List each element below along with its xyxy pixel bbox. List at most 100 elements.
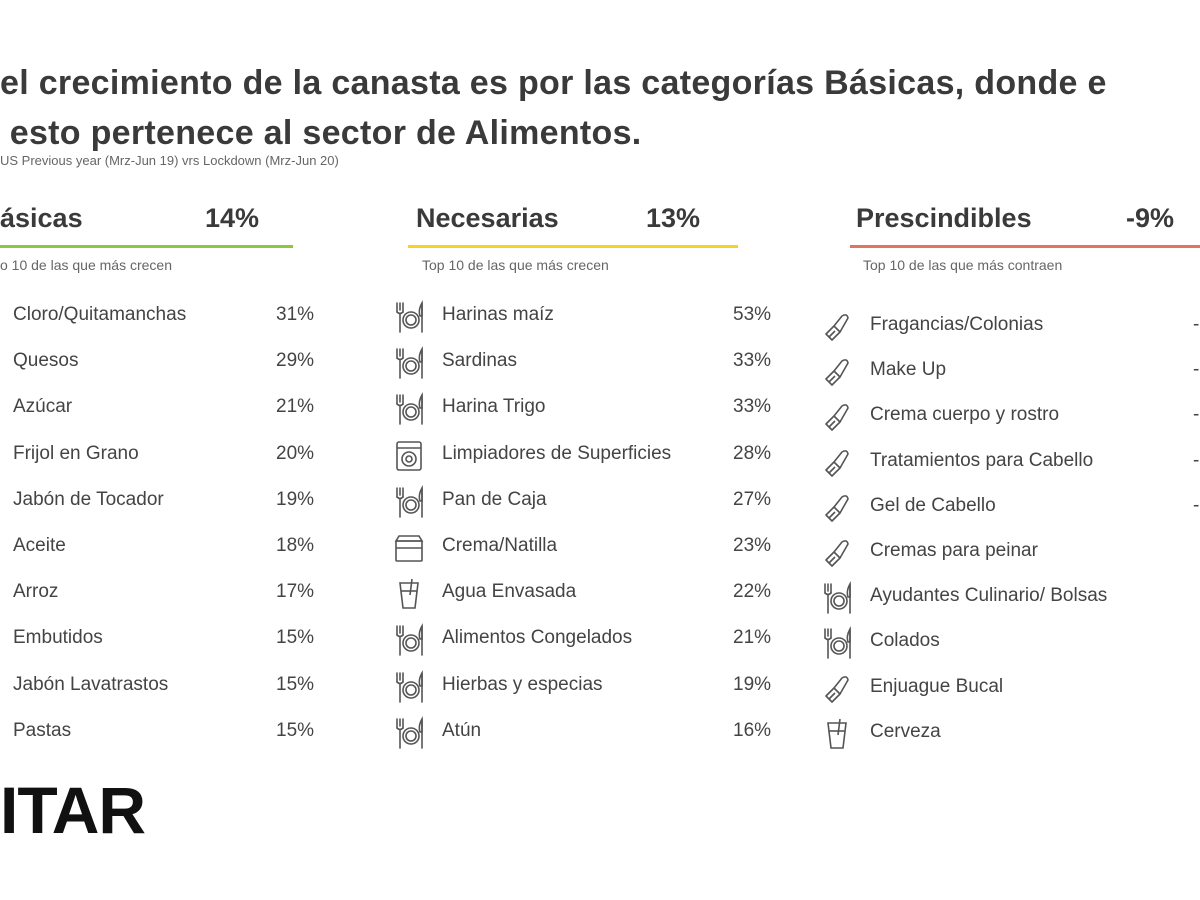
item-value: 31% [276,304,315,325]
list-item: Azúcar 21% [0,388,320,428]
item-label: Harinas maíz [442,304,554,325]
fork-knife-plate-icon [392,669,426,704]
fork-knife-plate-icon [392,623,426,657]
item-label: Harina Trigo [442,396,546,418]
item-label: Colados [870,630,940,652]
list-item: Gel de Cabello - [820,487,1200,527]
column-percent: 13% [646,203,701,233]
list-item: Arroz 17% [0,573,320,613]
item-label: Alimentos Congelados [442,627,633,649]
item-value: 15% [276,673,315,695]
item-label: Crema cuerpo y rostro [870,404,1060,426]
item-label: Quesos [13,350,79,372]
list-item: Pastas 15% [0,712,320,752]
list-item: Cerveza [820,713,1200,753]
page-title: el crecimiento de la canasta es por las … [0,58,1107,158]
column-subtitle: Top 10 de las que más crecen [422,257,609,273]
item-value: - [1193,494,1200,516]
item-value: 23% [733,535,772,556]
column-header: Necesarias 13% Top 10 de las que más cre… [392,195,792,273]
list-item: Limpiadores de Superficies 28% [392,435,792,475]
item-label: Fragancias/Colonias [870,314,1044,335]
item-value: 16% [733,719,772,741]
column-subtitle: o 10 de las que más crecen [0,257,172,273]
item-label: Hierbas y especias [442,673,603,695]
column-title: ásicas [0,203,83,233]
list-item: Embutidos 15% [0,619,320,659]
list-item: Make Up - [820,351,1200,391]
list-item: Jabón de Tocador 19% [0,481,320,521]
column-necesarias: Necesarias 13% Top 10 de las que más cre… [392,195,792,749]
item-label: Cerveza [870,720,941,742]
list-item: Atún 16% [392,712,792,752]
column-underline [408,245,738,248]
list-item: Ayudantes Culinario/ Bolsas [820,577,1200,617]
item-value: - [1193,359,1200,381]
item-label: Azúcar [13,396,73,418]
item-label: Jabón de Tocador [13,488,164,510]
item-value: 18% [276,535,315,556]
item-label: Gel de Cabello [870,494,996,516]
list-item: Alimentos Congelados 21% [392,619,792,659]
lipstick-icon [820,491,854,525]
list-item: Harinas maíz 53% [392,296,792,336]
item-label: Jabón Lavatrastos [13,673,169,695]
list-item: Harina Trigo 33% [392,388,792,428]
lipstick-icon [820,446,854,480]
item-label: Pan de Caja [442,488,547,510]
column-underline [850,245,1200,248]
list-item: Enjuague Bucal [820,668,1200,708]
washing-machine-icon [392,439,426,473]
lipstick-icon [820,400,854,434]
column-basicas: ásicas 14% o 10 de las que más crecen Cl… [0,195,320,741]
item-value: 33% [733,396,772,418]
column-percent: -9% [1126,203,1175,233]
dairy-icon [392,531,426,565]
item-value: 15% [276,719,315,741]
column-underline [0,245,293,248]
list-item: Pan de Caja 27% [392,481,792,521]
title-line-1: el crecimiento de la canasta es por las … [0,64,1107,102]
item-label: Make Up [870,359,947,381]
column-prescindibles: Prescindibles -9% Top 10 de las que más … [820,195,1200,749]
list-item: Colados [820,622,1200,662]
lipstick-icon [820,355,854,389]
column-title: Necesarias [416,203,559,233]
lipstick-icon [820,536,854,570]
item-label: Arroz [13,581,59,603]
list-item: Hierbas y especias 19% [392,666,792,706]
item-value: 27% [733,488,772,510]
item-value: 15% [276,627,315,649]
item-label: Embutidos [13,627,103,649]
item-label: Pastas [13,719,72,741]
source-note: US Previous year (Mrz-Jun 19) vrs Lockdo… [0,153,339,168]
fork-knife-plate-icon [392,484,426,519]
fork-knife-plate-icon [392,346,426,380]
item-label: Ayudantes Culinario/ Bolsas [870,585,1108,607]
list-item: Tratamientos para Cabello - [820,442,1200,482]
item-value: 17% [276,581,315,603]
item-value: - [1193,449,1200,471]
list-item: Fragancias/Colonias - [820,306,1200,346]
fork-knife-plate-icon [392,715,426,750]
item-label: Crema/Natilla [442,535,558,556]
list-item: Sardinas 33% [392,342,792,382]
item-value: 29% [276,350,315,372]
glass-icon [820,717,854,751]
item-label: Agua Envasada [442,581,577,603]
item-label: Tratamientos para Cabello [870,449,1094,471]
title-line-2: esto pertenece al sector de Alimentos. [0,114,642,152]
item-value: - [1193,314,1200,335]
item-value: 19% [733,673,772,695]
list-item: Quesos 29% [0,342,320,382]
item-value: 33% [733,350,772,372]
fork-knife-plate-icon [392,392,426,426]
list-item: Cloro/Quitamanchas 31% [0,296,320,336]
list-item: Aceite 18% [0,527,320,567]
column-subtitle: Top 10 de las que más contraen [863,257,1063,273]
column-percent: 14% [205,203,260,233]
item-value: 21% [733,627,772,649]
column-title: Prescindibles [856,203,1032,233]
column-header: Prescindibles -9% Top 10 de las que más … [820,195,1200,273]
item-label: Frijol en Grano [13,442,139,464]
